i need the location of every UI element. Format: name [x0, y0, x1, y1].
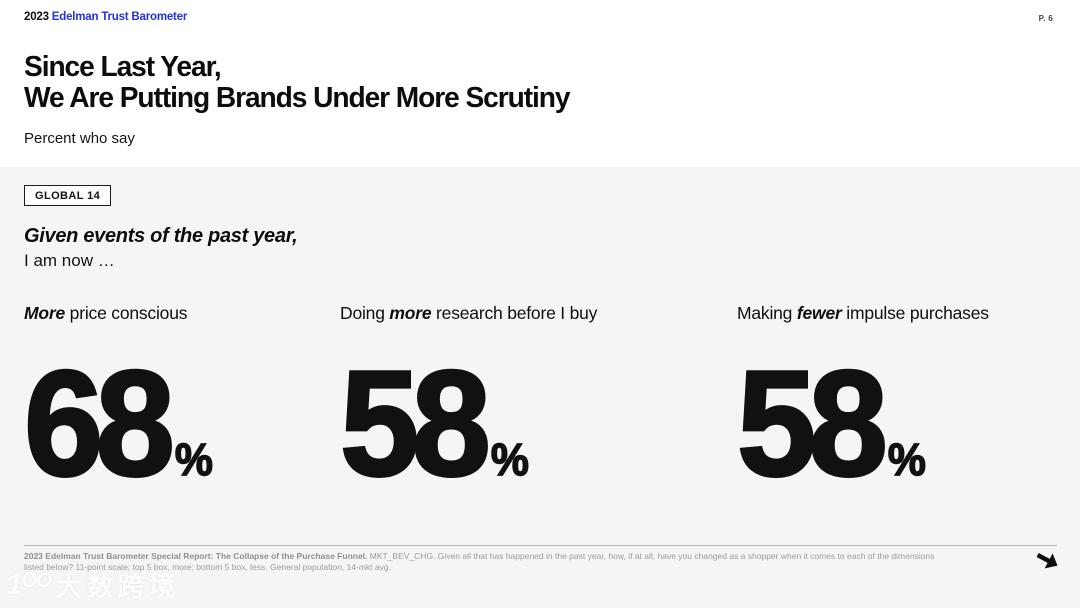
- global-badge: GLOBAL 14: [24, 185, 112, 206]
- brand-year: 2023: [24, 11, 49, 23]
- report-brand: 2023 Edelman Trust Barometer: [24, 11, 187, 23]
- intro-line2: I am now …: [24, 251, 115, 270]
- stat-price-conscious: More price conscious 68%: [23, 303, 223, 507]
- percent-sign: %: [887, 434, 926, 485]
- stat-value: 58%: [736, 339, 927, 507]
- intro-line1: Given events of the past year,: [24, 225, 298, 247]
- stat-value: 68%: [23, 339, 214, 507]
- stat-value: 58%: [339, 339, 530, 507]
- percent-sign: %: [490, 434, 529, 485]
- slide-title-line2: We Are Putting Brands Under More Scrutin…: [24, 82, 571, 114]
- stat-more-research: Doing more research before I buy 58%: [339, 303, 598, 507]
- slide-title: Since Last Year, We Are Putting Brands U…: [24, 51, 571, 114]
- content-band: GLOBAL 14 Given events of the past year,…: [0, 167, 1080, 608]
- source-footnote-rest: MKT_BEV_CHG. Given all that has happened…: [24, 551, 935, 573]
- stat-fewer-impulse: Making fewer impulse purchases 58%: [736, 303, 989, 507]
- source-footnote-bold: 2023 Edelman Trust Barometer Special Rep…: [24, 551, 368, 561]
- slide-subtitle: Percent who say: [24, 130, 135, 147]
- source-footnote: 2023 Edelman Trust Barometer Special Rep…: [24, 551, 944, 573]
- footer-divider: [24, 545, 1057, 546]
- slide-title-line1: Since Last Year,: [24, 51, 222, 83]
- next-arrow-icon[interactable]: [1032, 545, 1062, 575]
- brand-name: Edelman Trust Barometer: [51, 11, 188, 23]
- percent-sign: %: [174, 434, 213, 485]
- page-number: P. 6: [1038, 14, 1053, 23]
- stat-label: Doing more research before I buy: [340, 303, 598, 323]
- stat-label: Making fewer impulse purchases: [737, 303, 989, 323]
- stat-label: More price conscious: [24, 303, 188, 323]
